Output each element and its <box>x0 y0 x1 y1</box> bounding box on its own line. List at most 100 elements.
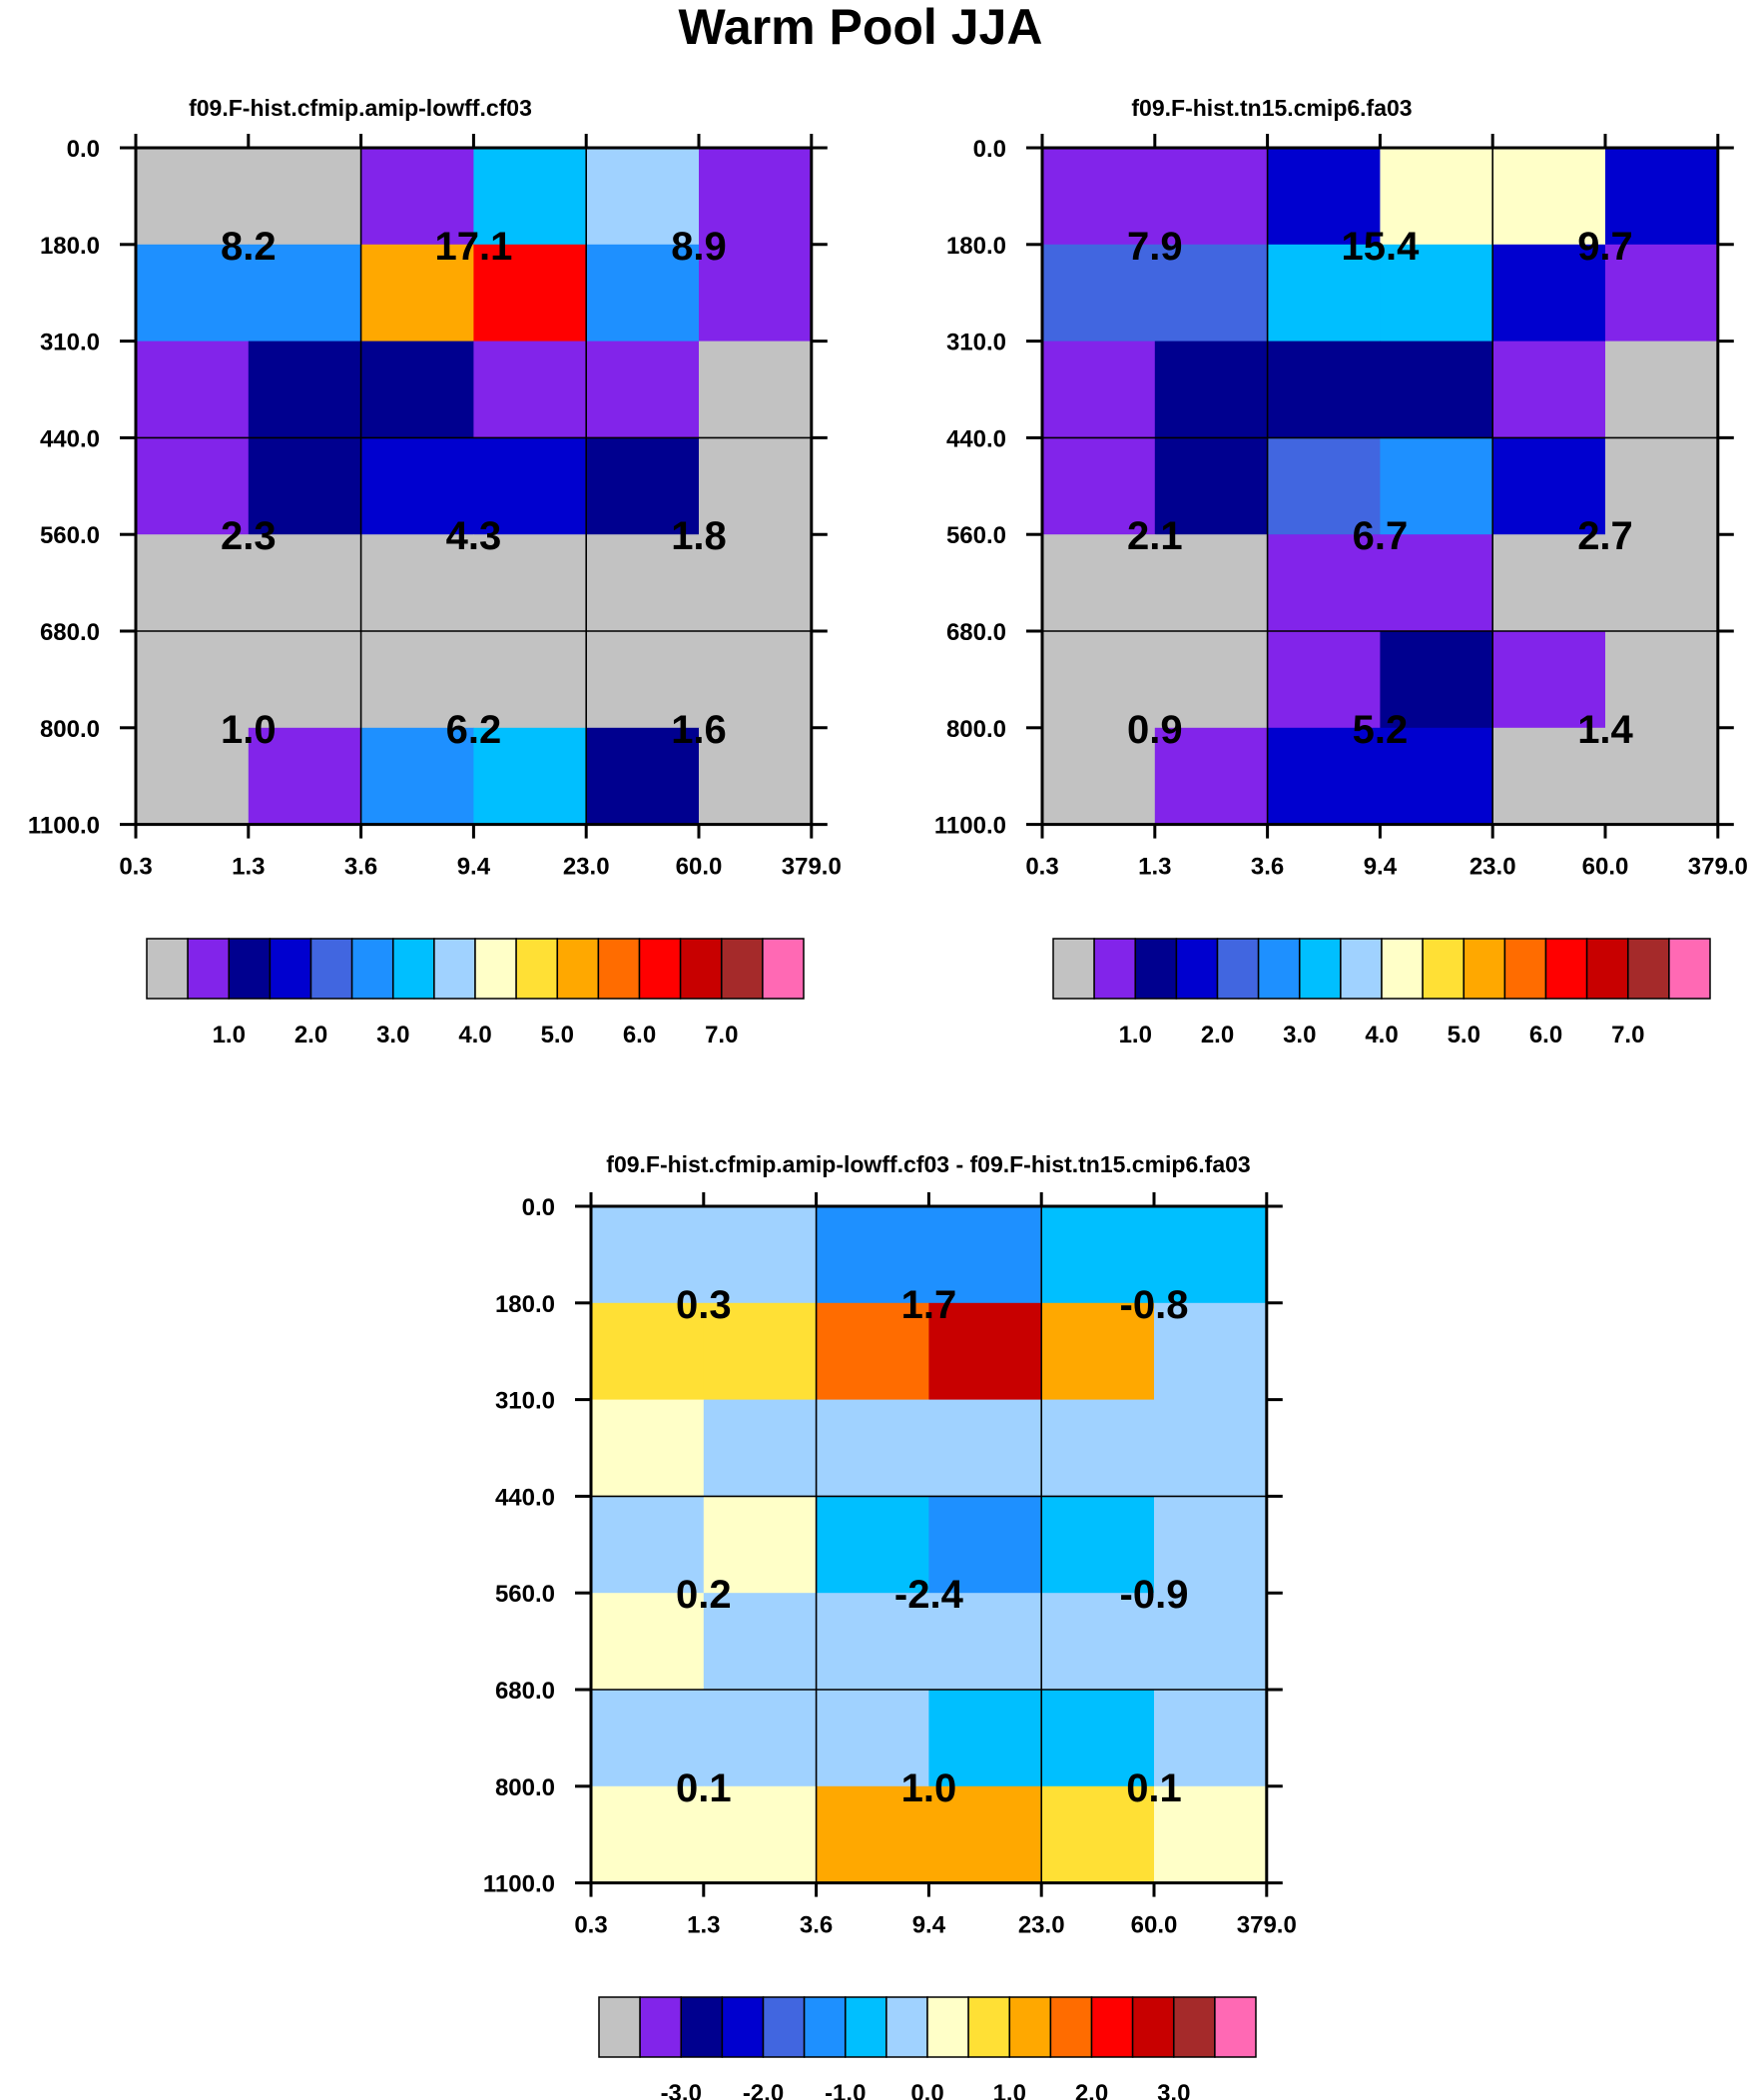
heat-cell <box>591 1206 705 1304</box>
heat-cell <box>1492 148 1606 246</box>
heat-cell <box>136 534 250 632</box>
x-tick-label: 1.3 <box>687 1912 720 1939</box>
x-tick-label: 9.4 <box>1364 854 1398 881</box>
colorbar-box <box>721 1996 765 2058</box>
heat-cell <box>699 631 813 729</box>
colorbar-box <box>597 938 641 1000</box>
heat-cell <box>248 437 362 535</box>
colorbar-box <box>1173 1996 1216 2058</box>
heat-cell <box>591 1785 705 1884</box>
x-tick-label: 9.4 <box>912 1912 946 1939</box>
heat-cell <box>360 341 474 438</box>
heat-cell <box>248 534 362 632</box>
y-tick-label: 180.0 <box>40 233 100 260</box>
heat-cell <box>360 244 474 343</box>
colorbar-label: 3.0 <box>1283 1022 1316 1049</box>
y-tick-label: 560.0 <box>40 522 100 549</box>
heat-cell <box>586 341 700 438</box>
heat-cell <box>699 534 813 632</box>
value-label: 1.6 <box>671 708 727 752</box>
y-tick-label: 310.0 <box>40 330 100 356</box>
heat-cell <box>1380 341 1493 438</box>
value-label: 7.9 <box>1127 225 1183 269</box>
heat-cell <box>586 437 700 535</box>
value-label: 0.3 <box>676 1283 732 1327</box>
heat-cell <box>703 1399 818 1497</box>
x-tick-label: 60.0 <box>1131 1912 1178 1939</box>
x-tick-label: 1.3 <box>232 854 265 881</box>
heat-cell <box>248 631 362 729</box>
x-tick-label: 0.3 <box>1025 854 1058 881</box>
x-tick-label: 3.6 <box>800 1912 833 1939</box>
colorbar-box <box>967 1996 1010 2058</box>
colorbar-label: 0.0 <box>910 2080 943 2100</box>
colorbar-box <box>146 938 189 1000</box>
value-label: 5.2 <box>1353 708 1409 752</box>
heat-cell <box>248 341 362 438</box>
heat-cell <box>928 1785 1042 1884</box>
colorbar-label: 1.0 <box>1119 1022 1152 1049</box>
heat-cell <box>473 534 587 632</box>
panel-title: f09.F-hist.cfmip.amip-lowff.cf03 - f09.F… <box>606 1151 1250 1177</box>
colorbar-box <box>433 938 476 1000</box>
heat-cell <box>1154 727 1269 826</box>
colorbar-box <box>1627 938 1670 1000</box>
colorbar-box <box>1049 1996 1093 2058</box>
colorbar-box <box>762 1996 806 2058</box>
heat-cell <box>816 1399 929 1497</box>
colorbar-label: -1.0 <box>825 2080 866 2100</box>
x-tick-label: 0.3 <box>574 1912 607 1939</box>
heat-cell <box>1154 1690 1268 1787</box>
y-tick-label: 800.0 <box>946 716 1006 743</box>
value-label: -0.8 <box>1120 1283 1189 1327</box>
heat-cell <box>1042 437 1156 535</box>
x-tick-label: 60.0 <box>1582 854 1629 881</box>
heat-cell <box>703 1785 818 1884</box>
colorbar-label: 7.0 <box>705 1022 738 1049</box>
heat-cell <box>1041 1496 1155 1594</box>
colorbar-box <box>1381 938 1424 1000</box>
value-label: 9.7 <box>1577 225 1633 269</box>
heat-cell <box>1605 727 1719 826</box>
y-tick-label: 310.0 <box>946 330 1006 356</box>
x-tick-label: 1.3 <box>1138 854 1171 881</box>
heat-cell <box>703 1593 818 1691</box>
heat-cell <box>591 1399 705 1497</box>
heat-cell <box>1267 727 1381 826</box>
value-label: 8.9 <box>671 225 727 269</box>
y-tick-label: 0.0 <box>67 136 100 163</box>
y-tick-label: 680.0 <box>946 619 1006 646</box>
heat-cell <box>591 1593 705 1691</box>
y-tick-label: 800.0 <box>40 716 100 743</box>
x-tick-label: 23.0 <box>1469 854 1516 881</box>
colorbar-label: 2.0 <box>1075 2080 1108 2100</box>
heat-cell <box>699 341 813 438</box>
x-tick-label: 379.0 <box>782 854 842 881</box>
heat-cell <box>136 631 250 729</box>
value-label: 0.1 <box>1126 1766 1182 1810</box>
colorbar-label: 4.0 <box>1365 1022 1398 1049</box>
heat-cell <box>248 727 362 826</box>
heat-cell <box>1154 534 1269 632</box>
colorbar-box <box>762 938 805 1000</box>
heat-cell <box>699 437 813 535</box>
colorbar-label: 6.0 <box>623 1022 656 1049</box>
colorbar-label: 5.0 <box>1448 1022 1480 1049</box>
heat-cell <box>591 1302 705 1401</box>
main-title: Warm Pool JJA <box>679 0 1043 55</box>
heat-cell <box>1041 1302 1155 1401</box>
x-tick-label: 60.0 <box>676 854 723 881</box>
heat-cell <box>248 148 362 246</box>
heat-cell <box>699 727 813 826</box>
colorbar-box <box>598 1996 641 2058</box>
colorbar-box <box>721 938 764 1000</box>
colorbar-box <box>680 1996 724 2058</box>
heat-cell <box>928 1593 1042 1691</box>
colorbar-box <box>474 938 517 1000</box>
heat-cell <box>1041 1690 1155 1787</box>
y-tick-label: 1100.0 <box>28 813 100 840</box>
heat-cell <box>1042 534 1156 632</box>
heat-cell <box>1154 1302 1268 1401</box>
heat-cell <box>360 631 474 729</box>
y-tick-label: 310.0 <box>495 1388 555 1415</box>
